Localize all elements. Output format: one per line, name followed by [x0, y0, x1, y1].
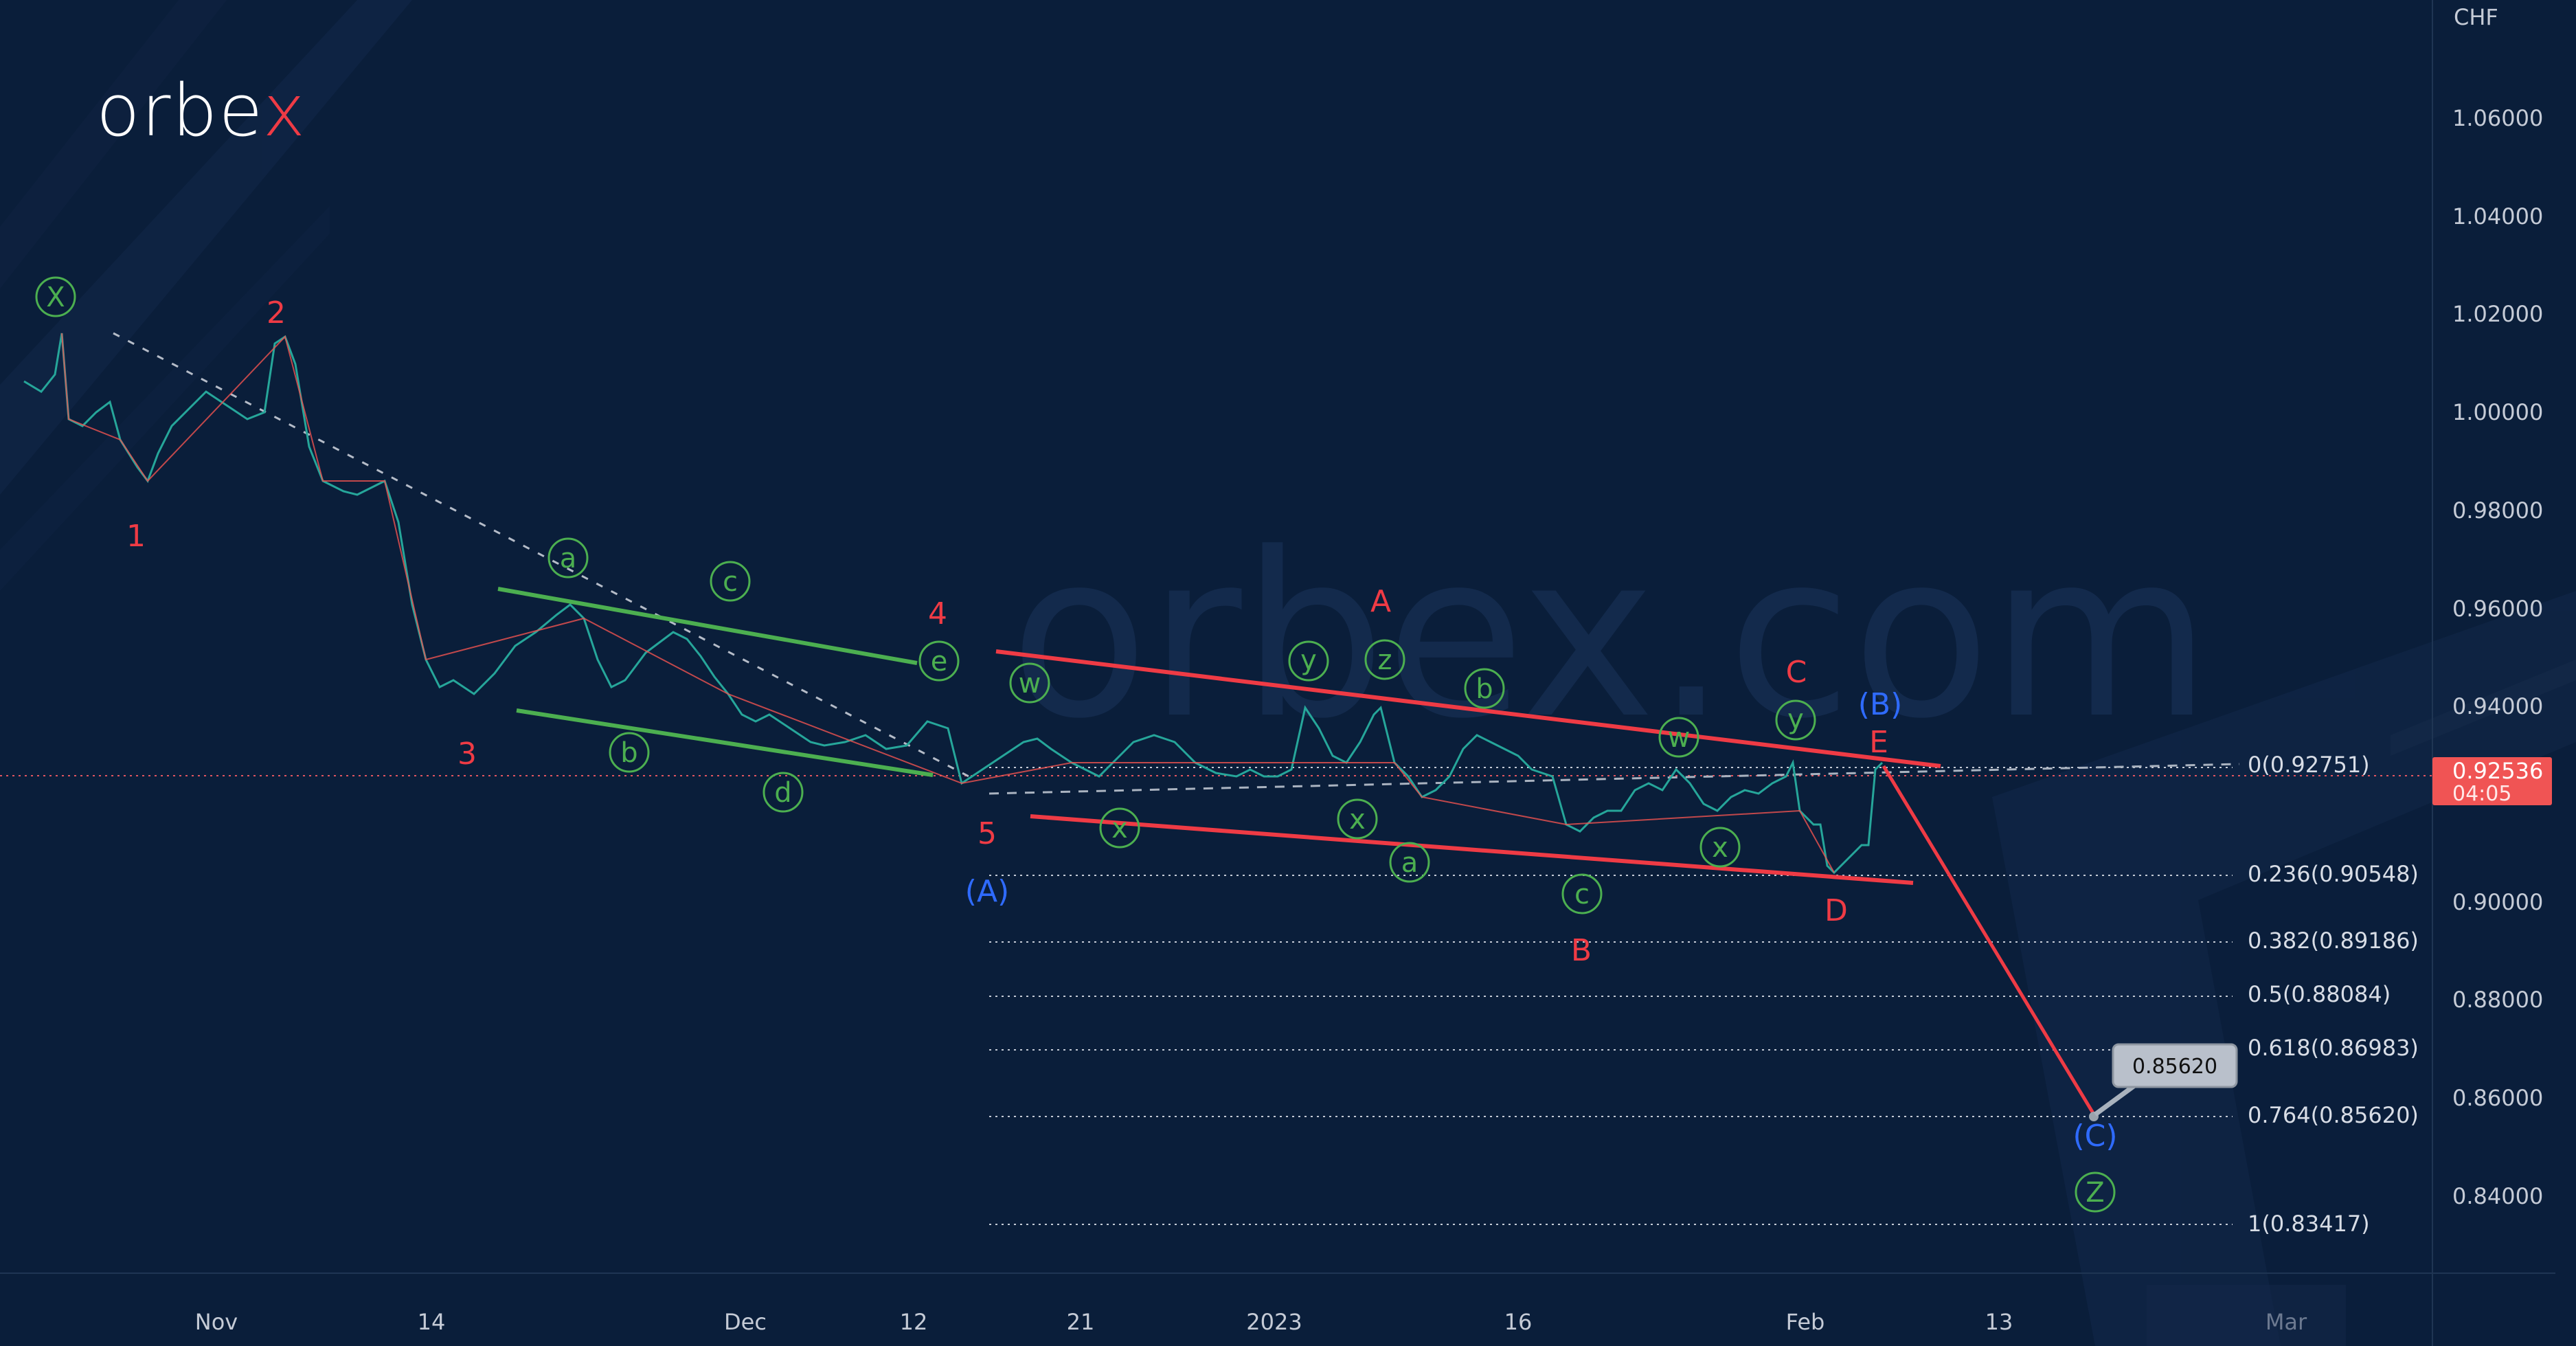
wave-label-A: A — [1370, 584, 1391, 619]
orbex-logo: orbex — [96, 69, 306, 153]
time-tick: 12 — [900, 1309, 928, 1335]
wave-label-C: C — [1786, 655, 1807, 690]
target-callout-value: 0.85620 — [2132, 1055, 2217, 1079]
wave-label-paren-A: (A) — [965, 874, 1009, 909]
wave-label-circ-c: c — [723, 566, 738, 598]
wave-label-circ-c: c — [1574, 879, 1590, 910]
fib-label-0236: 0.236(0.90548) — [2248, 861, 2419, 887]
base-dashed-line — [988, 763, 2240, 795]
fib-label-0764: 0.764(0.85620) — [2248, 1102, 2419, 1128]
time-tick: Feb — [1786, 1309, 1825, 1335]
price-tick: 1.02000 — [2452, 301, 2543, 327]
wave-label-circ-x: x — [1349, 804, 1366, 835]
wave-labels-green-text: X a b c d e w x y z x a b c w x y Z — [46, 282, 2104, 1209]
wave-label-circ-y: y — [1787, 704, 1804, 735]
wave-label-2: 2 — [267, 295, 286, 330]
price-tick: 0.84000 — [2452, 1183, 2543, 1209]
fib-labels: 0(0.92751) 0.236(0.90548) 0.382(0.89186)… — [2248, 752, 2419, 1237]
wave-label-1: 1 — [126, 519, 146, 554]
channel-line-green-lower — [516, 708, 934, 777]
price-tick: 0.90000 — [2452, 889, 2543, 915]
fib-label-0382: 0.382(0.89186) — [2248, 928, 2419, 954]
target-callout: 0.85620 — [2093, 1043, 2238, 1117]
price-tick: 1.04000 — [2452, 203, 2543, 229]
projection-line — [1882, 765, 2097, 1118]
wave-label-E: E — [1869, 725, 1888, 760]
fib-label-0618: 0.618(0.86983) — [2248, 1035, 2419, 1061]
wave-label-D: D — [1824, 893, 1848, 928]
time-tick: Nov — [195, 1309, 238, 1335]
logo-x: x — [262, 69, 307, 153]
time-tick: 13 — [1985, 1309, 2013, 1335]
wave-label-paren-C: (C) — [2072, 1119, 2117, 1154]
wave-label-circ-d: d — [774, 777, 791, 809]
time-axis-highlight — [2147, 1285, 2346, 1346]
price-tick: 0.88000 — [2452, 987, 2543, 1013]
wave-label-circ-y: y — [1300, 644, 1317, 676]
wave-label-5: 5 — [978, 816, 997, 851]
currency-label: CHF — [2454, 4, 2498, 30]
trend-dashed-line — [113, 332, 976, 781]
wave-label-circ-a: a — [560, 543, 577, 574]
triangle-line-lower — [1030, 814, 1914, 885]
wave-labels-green — [35, 276, 2116, 1213]
wave-label-circ-x: x — [1111, 813, 1128, 844]
wave-label-circ-z: z — [1378, 644, 1392, 676]
time-tick: 21 — [1067, 1309, 1095, 1335]
triangle-line-upper — [995, 649, 1941, 768]
fib-label-1: 1(0.83417) — [2248, 1211, 2370, 1237]
wave-label-circ-w: w — [1019, 668, 1041, 699]
current-price-badge: 0.92536 04:05 — [2432, 757, 2552, 806]
time-tick: 16 — [1504, 1309, 1533, 1335]
wave-label-B: B — [1571, 933, 1592, 968]
price-axis[interactable]: CHF 1.06000 1.04000 1.02000 1.00000 0.98… — [2452, 4, 2543, 1209]
price-tick: 0.96000 — [2452, 596, 2543, 622]
price-tick: 1.00000 — [2452, 399, 2543, 425]
wave-label-circ-X: X — [46, 282, 65, 313]
wave-label-circ-b: b — [620, 737, 637, 769]
wave-label-circ-x: x — [1712, 832, 1728, 864]
price-tick: 0.86000 — [2452, 1085, 2543, 1111]
logo-text: orbe — [96, 69, 263, 153]
watermark: orbex.com — [1010, 504, 2211, 768]
wave-label-circ-w: w — [1668, 722, 1691, 754]
wave-label-3: 3 — [457, 737, 477, 772]
price-series — [23, 333, 1884, 875]
wave-label-4: 4 — [928, 596, 947, 631]
current-price-countdown: 04:05 — [2452, 782, 2511, 806]
wave-label-circ-a: a — [1401, 847, 1419, 879]
current-price-value: 0.92536 — [2452, 758, 2543, 784]
fib-label-0: 0(0.92751) — [2248, 752, 2370, 778]
price-tick: 0.98000 — [2452, 497, 2543, 524]
wave-labels-red: 1 2 3 4 5 A B C D E — [126, 295, 1888, 968]
price-tick: 0.94000 — [2452, 693, 2543, 719]
time-axis[interactable]: Nov 14 Dec 12 21 2023 16 Feb 13 Mar — [195, 1309, 2307, 1335]
time-tick: Dec — [724, 1309, 767, 1335]
time-tick: 14 — [418, 1309, 446, 1335]
wave-label-circ-e: e — [931, 646, 948, 677]
price-tick: 1.06000 — [2452, 105, 2543, 131]
wave-label-circ-b: b — [1476, 673, 1493, 705]
channel-line-green-upper — [497, 587, 918, 665]
price-series-down — [61, 333, 1835, 873]
time-tick: 2023 — [1246, 1309, 1302, 1335]
fib-label-05: 0.5(0.88084) — [2248, 981, 2391, 1007]
wave-labels-blue: (A) (B) (C) — [965, 687, 2118, 1154]
wave-label-circ-Z: Z — [2086, 1177, 2104, 1209]
wave-label-paren-B: (B) — [1858, 687, 1903, 722]
